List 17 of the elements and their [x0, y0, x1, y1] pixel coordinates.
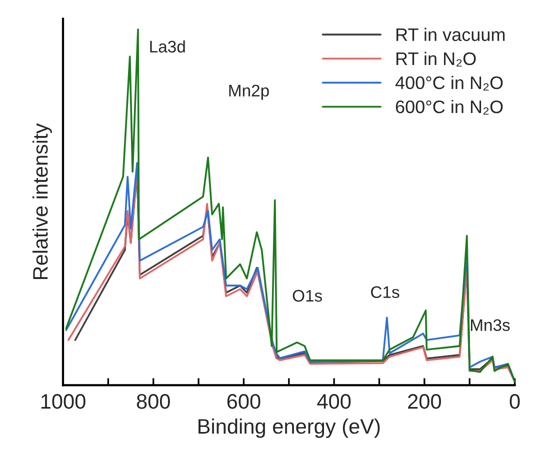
x-tick-label: 400: [317, 394, 351, 409]
x-tick-label: 200: [408, 394, 441, 409]
x-tick-label: 1000: [41, 394, 86, 409]
annotation: C1s: [371, 286, 400, 298]
x-tick-label: 0: [510, 394, 520, 409]
x-tick-label: 600: [227, 394, 260, 409]
annotation: La3d: [150, 40, 185, 53]
y-axis-title: Relative intensity: [32, 123, 52, 280]
legend-label: RT in N₂O: [396, 52, 476, 66]
x-tick-label: 800: [136, 394, 170, 409]
x-axis-title: Binding energy (eV): [198, 418, 380, 438]
annotation: O1s: [292, 290, 322, 302]
legend-label: RT in vacuum: [396, 28, 505, 42]
annotation: Mn2p: [229, 84, 269, 100]
legend-label: 400°C in N₂O: [395, 76, 503, 91]
legend-label: 600°C in N₂O: [396, 100, 503, 115]
annotation: Mn3s: [470, 319, 510, 332]
